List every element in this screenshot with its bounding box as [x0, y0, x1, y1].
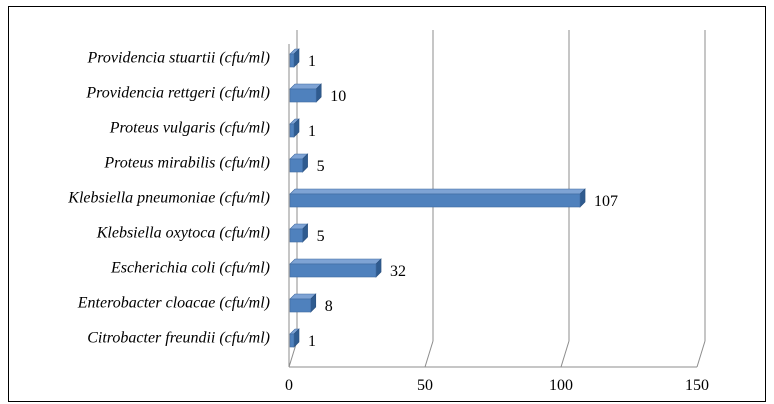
category-label: Providencia stuartii (cfu/ml) — [87, 50, 270, 67]
category-label: Enterobacter cloacae (cfu/ml) — [77, 295, 270, 312]
bar — [289, 158, 303, 173]
data-label: 1 — [308, 333, 316, 350]
category-label: Klebsiella pneumoniae (cfu/ml) — [67, 190, 270, 207]
gridline-depth — [696, 340, 706, 368]
bar — [289, 263, 377, 278]
data-label: 5 — [317, 158, 325, 175]
data-label: 32 — [390, 263, 406, 280]
x-tick-label: 50 — [417, 377, 433, 394]
category-label: Proteus mirabilis (cfu/ml) — [103, 155, 270, 172]
category-label: Citrobacter freundii (cfu/ml) — [87, 330, 270, 347]
data-label: 107 — [594, 193, 618, 210]
bar — [289, 333, 295, 348]
bar — [289, 298, 312, 313]
gridline-depth — [560, 340, 570, 368]
data-label: 10 — [330, 88, 346, 105]
category-label: Proteus vulgaris (cfu/ml) — [109, 120, 270, 137]
x-tick-label: 100 — [549, 377, 573, 394]
bar-top — [289, 188, 586, 195]
x-tick-label: 150 — [685, 377, 709, 394]
bar-top — [289, 83, 322, 90]
bar — [289, 193, 581, 208]
bar — [289, 88, 317, 103]
category-label: Escherichia coli (cfu/ml) — [110, 260, 270, 277]
bar — [289, 123, 295, 138]
x-tick-label: 0 — [285, 377, 293, 394]
gridline-depth — [424, 340, 434, 368]
data-label: 5 — [317, 228, 325, 245]
category-label: Providencia rettgeri (cfu/ml) — [85, 85, 270, 102]
bar — [289, 228, 303, 243]
data-label: 1 — [308, 123, 316, 140]
bar-top — [289, 258, 382, 265]
data-label: 8 — [325, 298, 333, 315]
bar — [289, 53, 295, 68]
category-label: Klebsiella oxytoca (cfu/ml) — [96, 225, 270, 242]
data-label: 1 — [308, 53, 316, 70]
